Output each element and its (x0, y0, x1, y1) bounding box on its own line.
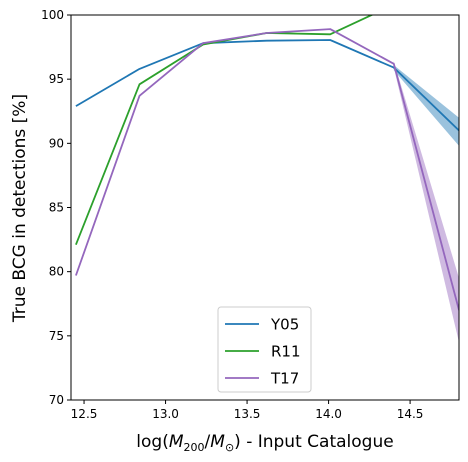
legend-label-y05: Y05 (270, 316, 299, 334)
y-tick-label: 95 (49, 72, 64, 86)
y-tick-label: 100 (41, 8, 64, 22)
x-tick-label: 14.0 (315, 407, 342, 421)
x-tick-label: 14.5 (397, 407, 424, 421)
series-line-t17 (75, 28, 459, 311)
series-lines (75, 15, 459, 311)
y-axis-ticks: 70 75 80 85 90 95 100 (41, 8, 71, 407)
series-line-r11 (75, 15, 374, 246)
confidence-bands (393, 61, 459, 343)
legend: Y05 R11 T17 (217, 306, 312, 393)
y-tick-label: 90 (49, 136, 64, 150)
band-t17 (393, 61, 459, 343)
series-line-y05 (75, 39, 459, 132)
y-tick-label: 70 (49, 393, 64, 407)
y-tick-label: 80 (49, 265, 64, 279)
y-tick-label: 85 (49, 201, 64, 215)
x-axis-title: log(M200/M⊙) - Input Catalogue (136, 432, 393, 454)
legend-label-r11: R11 (271, 343, 301, 361)
legend-label-t17: T17 (270, 370, 299, 388)
x-tick-label: 12.5 (71, 407, 98, 421)
x-tick-label: 13.0 (152, 407, 179, 421)
y-axis-title: True BCG in detections [%] (10, 94, 30, 323)
x-axis-ticks: 12.5 13.0 13.5 14.0 14.5 (71, 400, 424, 421)
y-tick-label: 75 (49, 329, 64, 343)
band-y05 (393, 65, 459, 146)
legend-frame (217, 306, 312, 393)
x-tick-label: 13.5 (234, 407, 261, 421)
